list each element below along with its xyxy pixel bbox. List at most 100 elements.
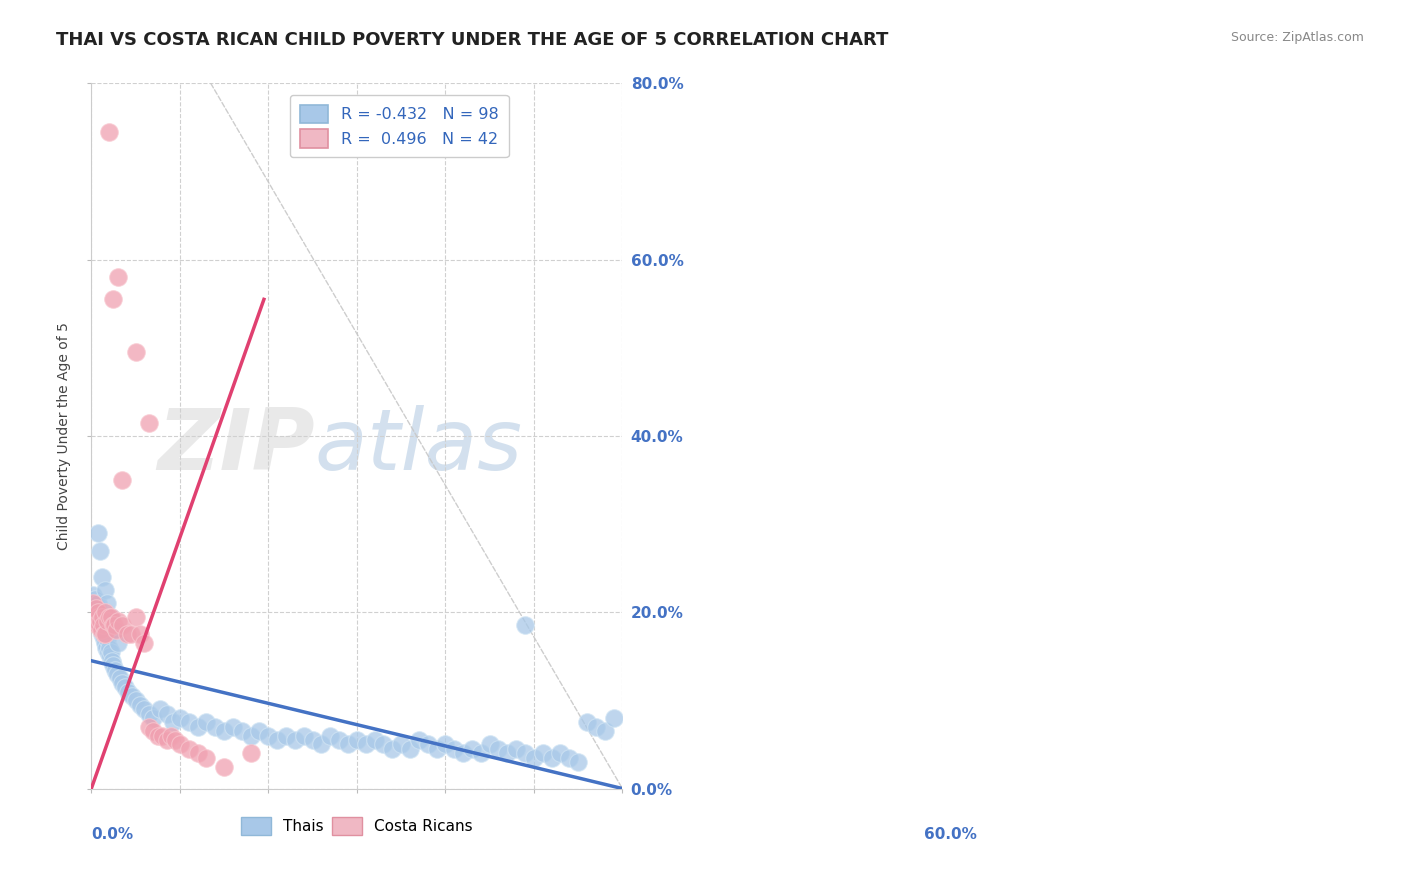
Point bbox=[93, 632, 115, 646]
Point bbox=[540, 750, 562, 764]
Point bbox=[83, 614, 105, 628]
Point bbox=[212, 724, 235, 739]
Point bbox=[146, 729, 169, 743]
Point bbox=[138, 706, 160, 721]
Legend: Thais, Costa Ricans: Thais, Costa Ricans bbox=[235, 811, 479, 841]
Point bbox=[114, 680, 136, 694]
Point bbox=[138, 416, 160, 430]
Point bbox=[82, 588, 104, 602]
Point bbox=[363, 733, 385, 747]
Point bbox=[100, 654, 122, 668]
Point bbox=[470, 746, 492, 760]
Point bbox=[505, 742, 527, 756]
Point bbox=[513, 746, 536, 760]
Point bbox=[94, 627, 117, 641]
Point bbox=[111, 675, 134, 690]
Point bbox=[149, 702, 172, 716]
Point bbox=[91, 570, 114, 584]
Point bbox=[160, 729, 183, 743]
Point bbox=[169, 711, 191, 725]
Point bbox=[602, 711, 624, 725]
Point bbox=[150, 729, 173, 743]
Point bbox=[328, 733, 350, 747]
Point bbox=[101, 618, 124, 632]
Point bbox=[111, 618, 134, 632]
Point bbox=[89, 543, 111, 558]
Point bbox=[593, 724, 616, 739]
Point bbox=[103, 293, 125, 307]
Point bbox=[550, 746, 572, 760]
Point bbox=[177, 742, 200, 756]
Point bbox=[523, 750, 546, 764]
Point bbox=[107, 270, 129, 285]
Point bbox=[100, 609, 122, 624]
Point bbox=[337, 738, 360, 752]
Point bbox=[496, 746, 519, 760]
Point bbox=[155, 733, 177, 747]
Point bbox=[558, 750, 581, 764]
Point bbox=[107, 614, 129, 628]
Point bbox=[195, 715, 218, 730]
Point bbox=[98, 609, 121, 624]
Point bbox=[89, 614, 111, 628]
Point bbox=[389, 738, 412, 752]
Point bbox=[86, 600, 108, 615]
Point bbox=[186, 720, 208, 734]
Point bbox=[96, 640, 118, 655]
Point bbox=[567, 755, 589, 769]
Point bbox=[585, 720, 607, 734]
Point bbox=[87, 597, 110, 611]
Point bbox=[346, 733, 368, 747]
Point bbox=[84, 600, 107, 615]
Point bbox=[100, 609, 122, 624]
Point bbox=[89, 605, 111, 619]
Point bbox=[231, 724, 253, 739]
Point bbox=[425, 742, 447, 756]
Point bbox=[142, 724, 165, 739]
Point bbox=[94, 636, 117, 650]
Point bbox=[98, 125, 121, 139]
Point bbox=[111, 473, 134, 487]
Point bbox=[212, 759, 235, 773]
Point bbox=[83, 609, 105, 624]
Point bbox=[98, 640, 121, 655]
Point bbox=[443, 742, 465, 756]
Text: ZIP: ZIP bbox=[156, 405, 315, 488]
Point bbox=[354, 738, 377, 752]
Text: Source: ZipAtlas.com: Source: ZipAtlas.com bbox=[1230, 31, 1364, 45]
Point bbox=[155, 706, 177, 721]
Point bbox=[93, 627, 115, 641]
Point bbox=[97, 645, 120, 659]
Point bbox=[169, 738, 191, 752]
Point bbox=[138, 720, 160, 734]
Point bbox=[115, 627, 138, 641]
Point bbox=[83, 614, 105, 628]
Point bbox=[93, 605, 115, 619]
Text: THAI VS COSTA RICAN CHILD POVERTY UNDER THE AGE OF 5 CORRELATION CHART: THAI VS COSTA RICAN CHILD POVERTY UNDER … bbox=[56, 31, 889, 49]
Point bbox=[105, 623, 128, 637]
Point bbox=[108, 672, 131, 686]
Point bbox=[83, 592, 105, 607]
Point bbox=[319, 729, 342, 743]
Point bbox=[91, 609, 114, 624]
Point bbox=[84, 605, 107, 619]
Point bbox=[239, 746, 262, 760]
Point bbox=[301, 733, 323, 747]
Point bbox=[120, 627, 142, 641]
Point bbox=[96, 614, 118, 628]
Point bbox=[93, 627, 115, 641]
Point bbox=[91, 627, 114, 641]
Point bbox=[195, 750, 218, 764]
Point bbox=[239, 729, 262, 743]
Point bbox=[124, 609, 146, 624]
Point bbox=[311, 738, 333, 752]
Point bbox=[373, 738, 395, 752]
Point bbox=[478, 738, 501, 752]
Point bbox=[416, 738, 439, 752]
Point bbox=[89, 618, 111, 632]
Point bbox=[104, 663, 127, 677]
Point bbox=[93, 583, 115, 598]
Point bbox=[129, 627, 152, 641]
Point bbox=[488, 742, 510, 756]
Point bbox=[124, 345, 146, 359]
